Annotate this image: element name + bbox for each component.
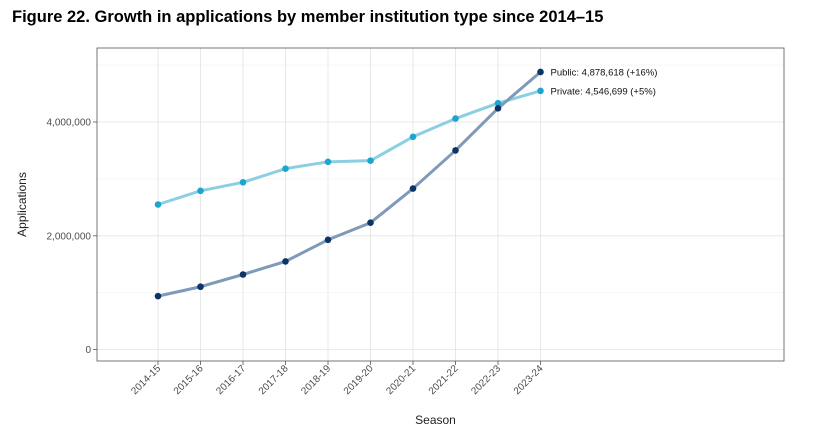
data-point-public xyxy=(452,147,459,154)
x-tick-label: 2021-22 xyxy=(427,363,461,397)
x-tick-label: 2018-19 xyxy=(299,363,333,397)
series-label-public: Public: 4,878,618 (+16%) xyxy=(551,67,658,78)
data-point-private xyxy=(452,115,459,122)
x-axis-title: Season xyxy=(415,413,456,427)
x-tick-label: 2017-18 xyxy=(257,363,291,397)
x-tick-label: 2020-21 xyxy=(384,363,418,397)
data-point-public xyxy=(367,219,374,227)
x-tick-label: 2014-15 xyxy=(129,363,163,397)
data-point-private xyxy=(494,99,502,107)
y-axis-title: Applications xyxy=(15,172,29,237)
y-tick-label: 4,000,000 xyxy=(47,117,92,128)
chart-title: Figure 22. Growth in applications by mem… xyxy=(12,8,604,26)
y-tick-label: 0 xyxy=(85,345,91,356)
data-point-private xyxy=(367,157,374,164)
data-point-private xyxy=(239,179,247,186)
data-point-private xyxy=(197,187,204,195)
data-point-private xyxy=(282,165,289,172)
data-point-public xyxy=(537,68,544,76)
series-line-private xyxy=(156,89,542,206)
data-point-public xyxy=(197,283,204,291)
data-point-public xyxy=(239,271,247,278)
x-tick-label: 2022-23 xyxy=(469,363,503,397)
x-tick-label: 2015-16 xyxy=(172,363,206,397)
data-point-private xyxy=(324,158,332,166)
series-line-public xyxy=(156,70,542,298)
y-ticks: 0 2,000,000 4,000,000 xyxy=(47,117,97,356)
data-point-public xyxy=(494,105,502,112)
data-point-private xyxy=(154,201,162,208)
data-point-public xyxy=(409,185,417,192)
x-tick-label: 2023-24 xyxy=(512,363,546,397)
series-layer xyxy=(154,68,544,300)
data-point-public xyxy=(324,236,332,244)
x-tick-label: 2019-20 xyxy=(342,363,376,397)
x-tick-label: 2016-17 xyxy=(214,363,248,397)
data-point-private xyxy=(537,87,544,95)
data-point-public xyxy=(154,292,162,300)
y-tick-label: 2,000,000 xyxy=(47,231,92,242)
data-point-private xyxy=(409,133,417,141)
annotations: Private: 4,546,699 (+5%) Public: 4,878,61… xyxy=(551,67,658,97)
plot-panel xyxy=(96,47,785,362)
data-point-public xyxy=(282,258,289,265)
grid-layer xyxy=(97,48,784,361)
series-label-private: Private: 4,546,699 (+5%) xyxy=(551,86,656,97)
x-ticks: 2014-15 2015-16 2016-17 2017-18 2018-19 2019-… xyxy=(129,361,546,397)
